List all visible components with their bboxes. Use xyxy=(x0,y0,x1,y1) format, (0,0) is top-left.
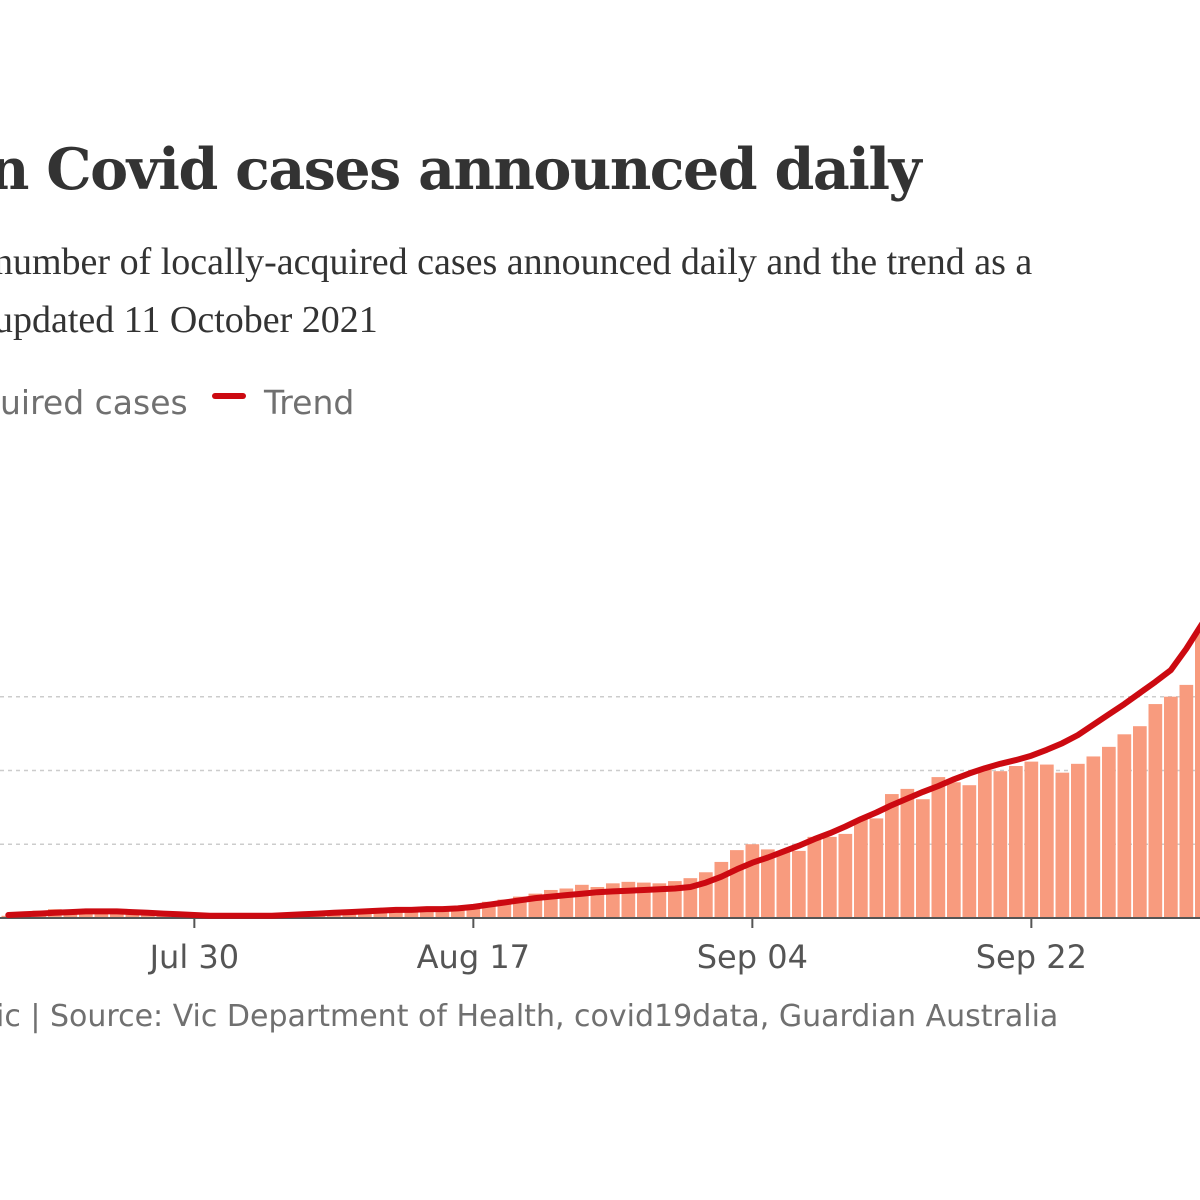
bar-sep-28 xyxy=(1117,734,1132,918)
bar-aug-14 xyxy=(420,909,434,918)
bar-sep-07 xyxy=(792,850,806,918)
bar-aug-24 xyxy=(575,884,589,918)
legend-label-trend: Trend xyxy=(264,383,355,422)
bar-sep-23 xyxy=(1040,764,1054,918)
legend-label-cases: uired cases xyxy=(0,383,188,422)
bar-sep-24 xyxy=(1055,772,1070,918)
bar-sep-08 xyxy=(807,836,822,918)
bar-sep-15 xyxy=(916,799,930,918)
chart-subtitle-line-1: number of locally-acquired cases announc… xyxy=(0,241,1033,283)
x-tick-label-sep-22: Sep 22 xyxy=(976,938,1087,976)
bar-aug-12 xyxy=(389,908,403,918)
bar-aug-27 xyxy=(621,881,636,918)
x-tick-label-aug-17: Aug 17 xyxy=(417,938,530,976)
bar-sep-04 xyxy=(745,844,760,918)
legend-swatch-trend xyxy=(212,393,246,399)
bar-sep-09 xyxy=(823,836,837,918)
bar-sep-16 xyxy=(931,777,946,918)
bar-jul-25 xyxy=(110,912,124,918)
bar-sep-29 xyxy=(1133,726,1147,918)
bar-aug-13 xyxy=(404,909,419,918)
bar-sep-13 xyxy=(885,794,899,918)
x-tick-label-sep-04: Sep 04 xyxy=(697,938,808,976)
trend-line xyxy=(5,621,1200,919)
bar-sep-27 xyxy=(1102,746,1116,918)
bar-sep-11 xyxy=(854,819,868,918)
bar-oct-01 xyxy=(1164,696,1178,918)
bar-sep-18 xyxy=(962,785,977,918)
bar-aug-15 xyxy=(435,908,450,918)
bar-sep-26 xyxy=(1086,756,1101,918)
bar-sep-19 xyxy=(978,769,992,918)
bar-sep-05 xyxy=(761,849,775,918)
bar-oct-02 xyxy=(1179,684,1194,918)
bar-sep-21 xyxy=(1009,766,1023,918)
chart-source-note: ic | Source: Vic Department of Health, c… xyxy=(0,999,1059,1034)
bar-sep-02 xyxy=(714,861,729,918)
bar-sep-17 xyxy=(947,782,961,918)
bar-sep-14 xyxy=(900,788,915,918)
bar-sep-22 xyxy=(1024,761,1039,918)
chart-subtitle-line-2: updated 11 October 2021 xyxy=(0,299,378,341)
bar-sep-20 xyxy=(993,771,1008,918)
bar-sep-06 xyxy=(776,851,791,918)
chart-title: n Covid cases announced daily xyxy=(0,136,922,203)
bar-sep-30 xyxy=(1148,704,1163,918)
x-tick-label-jul-30: Jul 30 xyxy=(148,938,240,976)
chart-plot: Jul 30 Aug 17 Sep 04 Sep 22 xyxy=(0,621,1200,976)
bar-sep-25 xyxy=(1071,763,1085,918)
bar-aug-16 xyxy=(451,908,465,918)
bar-sep-12 xyxy=(869,818,884,918)
bar-jul-24 xyxy=(94,911,109,918)
bar-sep-10 xyxy=(838,833,853,918)
bar-sep-03 xyxy=(730,850,744,918)
bar-oct-03 xyxy=(1195,633,1200,918)
